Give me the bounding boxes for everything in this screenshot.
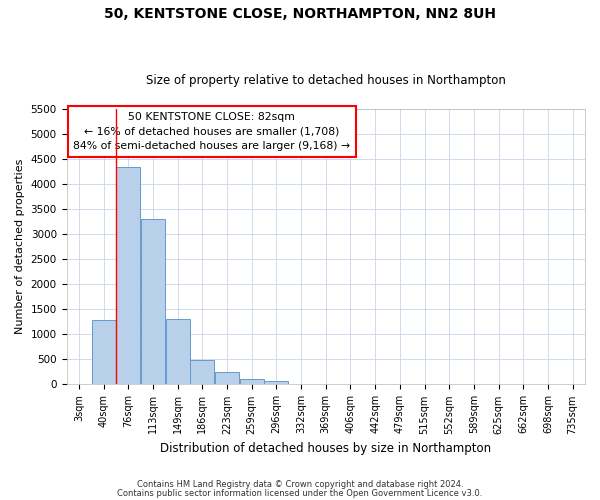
Title: Size of property relative to detached houses in Northampton: Size of property relative to detached ho… — [146, 74, 506, 87]
Bar — [190, 360, 214, 384]
Bar — [265, 381, 289, 384]
Bar — [240, 380, 263, 384]
Text: Contains public sector information licensed under the Open Government Licence v3: Contains public sector information licen… — [118, 490, 482, 498]
Bar — [141, 219, 165, 384]
Text: 50 KENTSTONE CLOSE: 82sqm
← 16% of detached houses are smaller (1,708)
84% of se: 50 KENTSTONE CLOSE: 82sqm ← 16% of detac… — [73, 112, 350, 152]
Bar — [116, 166, 140, 384]
Text: 50, KENTSTONE CLOSE, NORTHAMPTON, NN2 8UH: 50, KENTSTONE CLOSE, NORTHAMPTON, NN2 8U… — [104, 8, 496, 22]
Text: Contains HM Land Registry data © Crown copyright and database right 2024.: Contains HM Land Registry data © Crown c… — [137, 480, 463, 489]
Bar — [215, 372, 239, 384]
Bar — [92, 320, 116, 384]
X-axis label: Distribution of detached houses by size in Northampton: Distribution of detached houses by size … — [160, 442, 491, 455]
Y-axis label: Number of detached properties: Number of detached properties — [15, 159, 25, 334]
Bar — [166, 320, 190, 384]
